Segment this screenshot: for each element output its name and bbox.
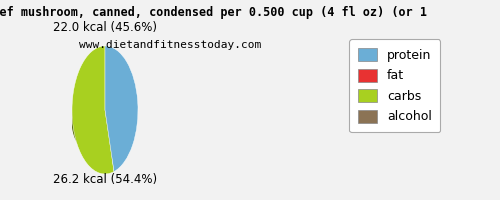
Wedge shape bbox=[72, 77, 114, 147]
Text: 26.2 kcal (54.4%): 26.2 kcal (54.4%) bbox=[53, 173, 157, 186]
Wedge shape bbox=[72, 89, 114, 159]
Wedge shape bbox=[105, 46, 138, 172]
Legend: protein, fat, carbs, alcohol: protein, fat, carbs, alcohol bbox=[349, 39, 440, 132]
Text: 22.0 kcal (45.6%): 22.0 kcal (45.6%) bbox=[53, 21, 157, 34]
Text: : - Soup, beef mushroom, canned, condensed per 0.500 cup (4 fl oz) (or 1: : - Soup, beef mushroom, canned, condens… bbox=[0, 6, 426, 19]
Wedge shape bbox=[72, 46, 114, 174]
Wedge shape bbox=[72, 82, 114, 152]
Wedge shape bbox=[72, 80, 114, 150]
Text: www.dietandfitnesstoday.com: www.dietandfitnesstoday.com bbox=[79, 40, 261, 50]
Wedge shape bbox=[72, 85, 114, 156]
Wedge shape bbox=[72, 84, 114, 154]
Wedge shape bbox=[72, 78, 114, 149]
Wedge shape bbox=[72, 87, 114, 157]
